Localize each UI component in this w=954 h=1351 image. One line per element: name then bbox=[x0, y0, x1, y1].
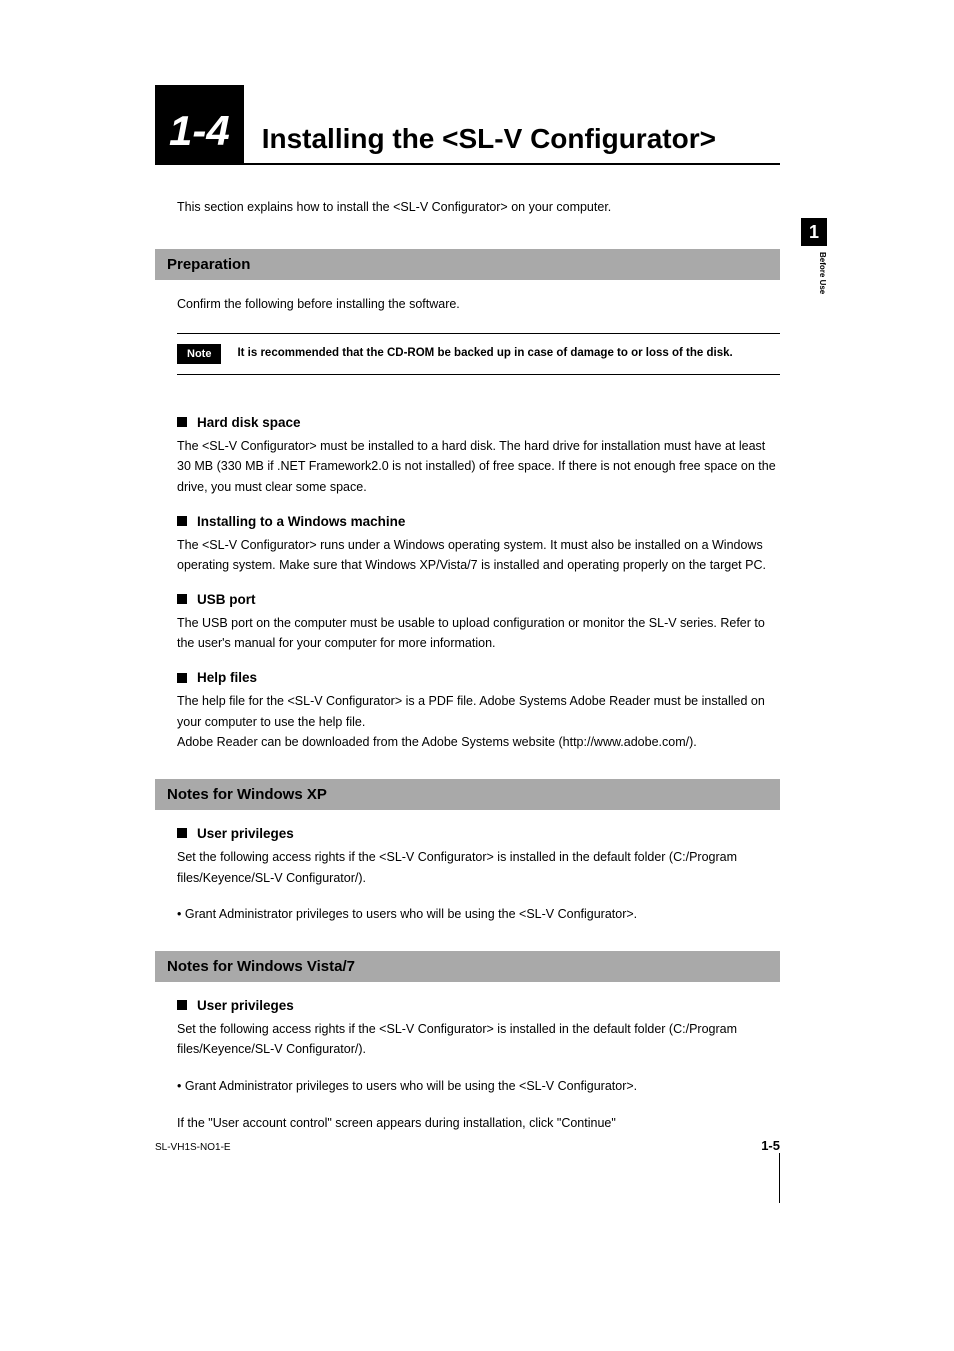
windows-install-heading: Installing to a Windows machine bbox=[177, 514, 780, 529]
preparation-intro: Confirm the following before installing … bbox=[177, 294, 780, 315]
section-intro: This section explains how to install the… bbox=[177, 197, 780, 217]
heading-text: Installing to a Windows machine bbox=[197, 514, 405, 529]
page-content: 1-4 Installing the <SL-V Configurator> T… bbox=[155, 85, 780, 1149]
vista-priv-body: Set the following access rights if the <… bbox=[177, 1019, 780, 1060]
heading-text: Hard disk space bbox=[197, 415, 301, 430]
heading-text: USB port bbox=[197, 592, 256, 607]
preparation-heading: Preparation bbox=[155, 249, 780, 280]
section-number: 1-4 bbox=[155, 85, 244, 165]
xp-priv-heading: User privileges bbox=[177, 826, 780, 841]
note-text: It is recommended that the CD-ROM be bac… bbox=[237, 345, 732, 362]
heading-text: Help files bbox=[197, 670, 257, 685]
xp-priv-bullet: • Grant Administrator privileges to user… bbox=[177, 904, 780, 925]
square-bullet-icon bbox=[177, 516, 187, 526]
notes-vista-heading: Notes for Windows Vista/7 bbox=[155, 951, 780, 982]
xp-priv-body: Set the following access rights if the <… bbox=[177, 847, 780, 888]
help-files-body: The help file for the <SL-V Configurator… bbox=[177, 691, 780, 753]
square-bullet-icon bbox=[177, 673, 187, 683]
footer-doc-id: SL-VH1S-NO1-E bbox=[155, 1142, 231, 1153]
notes-xp-heading: Notes for Windows XP bbox=[155, 779, 780, 810]
square-bullet-icon bbox=[177, 1000, 187, 1010]
square-bullet-icon bbox=[177, 828, 187, 838]
chapter-number-tab: 1 bbox=[801, 218, 827, 246]
usb-port-body: The USB port on the computer must be usa… bbox=[177, 613, 780, 654]
hard-disk-heading: Hard disk space bbox=[177, 415, 780, 430]
chapter-label: Before Use bbox=[801, 252, 827, 294]
vista-extra: If the "User account control" screen app… bbox=[177, 1113, 780, 1134]
usb-port-heading: USB port bbox=[177, 592, 780, 607]
square-bullet-icon bbox=[177, 594, 187, 604]
section-title: Installing the <SL-V Configurator> bbox=[244, 85, 780, 165]
windows-install-body: The <SL-V Configurator> runs under a Win… bbox=[177, 535, 780, 576]
note-label: Note bbox=[177, 344, 221, 364]
note-block: Note It is recommended that the CD-ROM b… bbox=[177, 333, 780, 375]
vista-priv-heading: User privileges bbox=[177, 998, 780, 1013]
footer-page-number: 1-5 bbox=[761, 1138, 780, 1153]
section-header: 1-4 Installing the <SL-V Configurator> bbox=[155, 85, 780, 165]
side-tab: 1 Before Use bbox=[801, 218, 827, 308]
hard-disk-body: The <SL-V Configurator> must be installe… bbox=[177, 436, 780, 498]
help-files-heading: Help files bbox=[177, 670, 780, 685]
heading-text: User privileges bbox=[197, 826, 294, 841]
heading-text: User privileges bbox=[197, 998, 294, 1013]
vista-priv-bullet: • Grant Administrator privileges to user… bbox=[177, 1076, 780, 1097]
square-bullet-icon bbox=[177, 417, 187, 427]
footer-divider bbox=[779, 1153, 780, 1203]
